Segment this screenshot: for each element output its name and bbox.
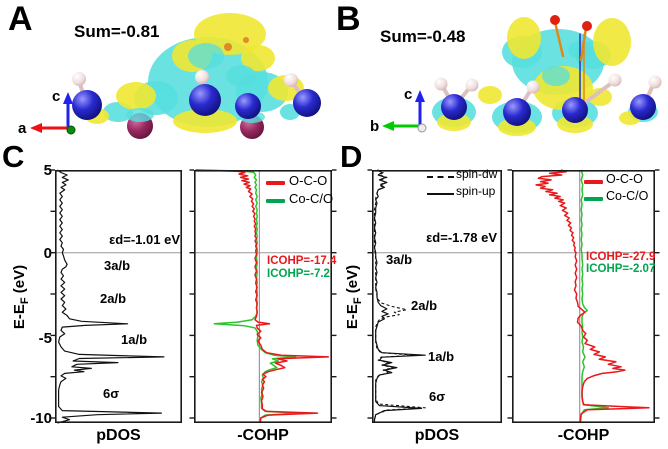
- panel-b-label: B: [336, 0, 361, 38]
- panel-d-label: D: [340, 139, 363, 174]
- panel-c-cohp-x-label: -COHP: [237, 427, 289, 444]
- legend-swatch-co-c-o: [584, 197, 603, 201]
- panel-d-pdos-canvas: [367, 169, 502, 423]
- panel-c-pdos-x-label: pDOS: [96, 427, 141, 444]
- legend-label-co-c-o: Co-C/O: [606, 189, 649, 203]
- hydrogen-atoms-a: [72, 70, 298, 87]
- panel-c-pdos-plot: [50, 169, 183, 424]
- panel-c-cohp-plot: [189, 169, 337, 424]
- panel-c-ytick-neg5: -5: [38, 330, 52, 347]
- panel-b-sum-annotation: Sum=-0.48: [380, 27, 466, 46]
- panel-c-icohp-green-value: ICOHP=-7.2: [267, 268, 330, 280]
- axis-b-label: b: [370, 118, 379, 135]
- isosurface-cyan-accents-a: [188, 43, 256, 87]
- panel-c-ytick-neg10: -10: [30, 410, 52, 427]
- legend-label-co-c-o: Co-C/O: [289, 191, 334, 206]
- molecule-render-a: c a: [18, 13, 321, 139]
- cobalt-atoms-b: [441, 94, 656, 126]
- panel-d-orbital-label-3ab: 3a/b: [386, 252, 413, 267]
- panel-c-icohp-red-value: ICOHP=-17.4: [267, 255, 337, 267]
- panel-d-cohp-plot: [507, 169, 660, 424]
- panel-c-ytick-5: 5: [43, 162, 52, 179]
- panel-c-pdos-canvas: [50, 169, 183, 424]
- y-axis-label-unit: (eV): [11, 264, 28, 298]
- panel-c-orbital-label-6sigma: 6σ: [103, 386, 120, 401]
- legend-label-spin-up: spin-up: [456, 184, 496, 198]
- legend-swatch-o-c-o: [584, 180, 603, 184]
- y-axis-label-text: E-E: [11, 304, 28, 330]
- panel-d-orbital-label-6sigma: 6σ: [429, 389, 446, 404]
- panel-a-label: A: [8, 0, 33, 38]
- panel-d-cohp-x-label: -COHP: [557, 427, 610, 444]
- panel-d-pdos-plot: [367, 169, 502, 423]
- panel-d-icohp-red-value: ICOHP=-27.9: [586, 251, 656, 263]
- panel-d-d-band-center-annotation: εd=-1.78 eV: [426, 230, 497, 245]
- top-bonds-b: [553, 20, 588, 101]
- axis-a-label: a: [18, 120, 27, 137]
- panel-d-orbital-label-1ab: 1a/b: [428, 349, 455, 364]
- axis-c-label: c: [404, 86, 412, 103]
- axis-c-arrow-icon: [63, 92, 73, 104]
- panel-d-icohp-green-value: ICOHP=-2.07: [586, 263, 656, 275]
- panel-d-orbital-label-2ab: 2a/b: [411, 298, 438, 313]
- panel-c-label: C: [2, 139, 25, 174]
- cobalt-atoms-a: [72, 84, 321, 120]
- inner-atoms-a: [224, 37, 249, 51]
- y-axis-label-subscript: F: [352, 297, 364, 305]
- y-axis-label-subscript: F: [19, 297, 31, 305]
- legend-label-o-c-o: O-C-O: [289, 173, 328, 188]
- axis-b-arrow-icon: [382, 121, 394, 131]
- panel-d-y-axis-label: E-EF (eV): [344, 222, 364, 372]
- legend-line-spin-up-icon: [427, 193, 454, 195]
- oxygen-atoms-b: [550, 15, 592, 31]
- axes-widget-b: c b: [370, 86, 427, 135]
- panel-c-d-band-center-annotation: εd=-1.01 eV: [109, 232, 180, 247]
- axis-a-arrow-icon: [30, 123, 42, 133]
- panel-c-orbital-label-2ab: 2a/b: [100, 291, 127, 306]
- panel-c-ytick-0: 0: [43, 245, 52, 262]
- legend-label-spin-dw: spin-dw: [456, 167, 498, 181]
- axis-c-label: c: [52, 88, 60, 105]
- y-axis-label-unit: (eV): [344, 264, 361, 298]
- panel-a-sum-annotation: Sum=-0.81: [74, 22, 160, 41]
- y-axis-label-text: E-E: [344, 304, 361, 330]
- molecule-render-b: c b: [370, 15, 662, 136]
- axis-c-arrow-icon: [415, 90, 425, 102]
- panel-c-orbital-label-1ab: 1a/b: [121, 332, 148, 347]
- axis-origin-dot: [66, 125, 76, 135]
- legend-line-spin-dw-icon: [427, 176, 454, 178]
- panel-c-cohp-canvas: [189, 169, 337, 424]
- axes-widget-a: c a: [18, 88, 76, 137]
- legend-swatch-co-c-o: [266, 199, 285, 203]
- panel-d-pdos-x-label: pDOS: [414, 427, 460, 444]
- panel-d-cohp-canvas: [507, 169, 660, 424]
- legend-label-o-c-o: O-C-O: [606, 172, 643, 186]
- oxygen-atoms-a: [126, 108, 265, 139]
- panel-c-orbital-label-3ab: 3a/b: [104, 258, 131, 273]
- legend-swatch-o-c-o: [266, 181, 285, 185]
- hydrogen-atoms-b: [434, 73, 662, 94]
- axis-origin-dot: [417, 123, 427, 133]
